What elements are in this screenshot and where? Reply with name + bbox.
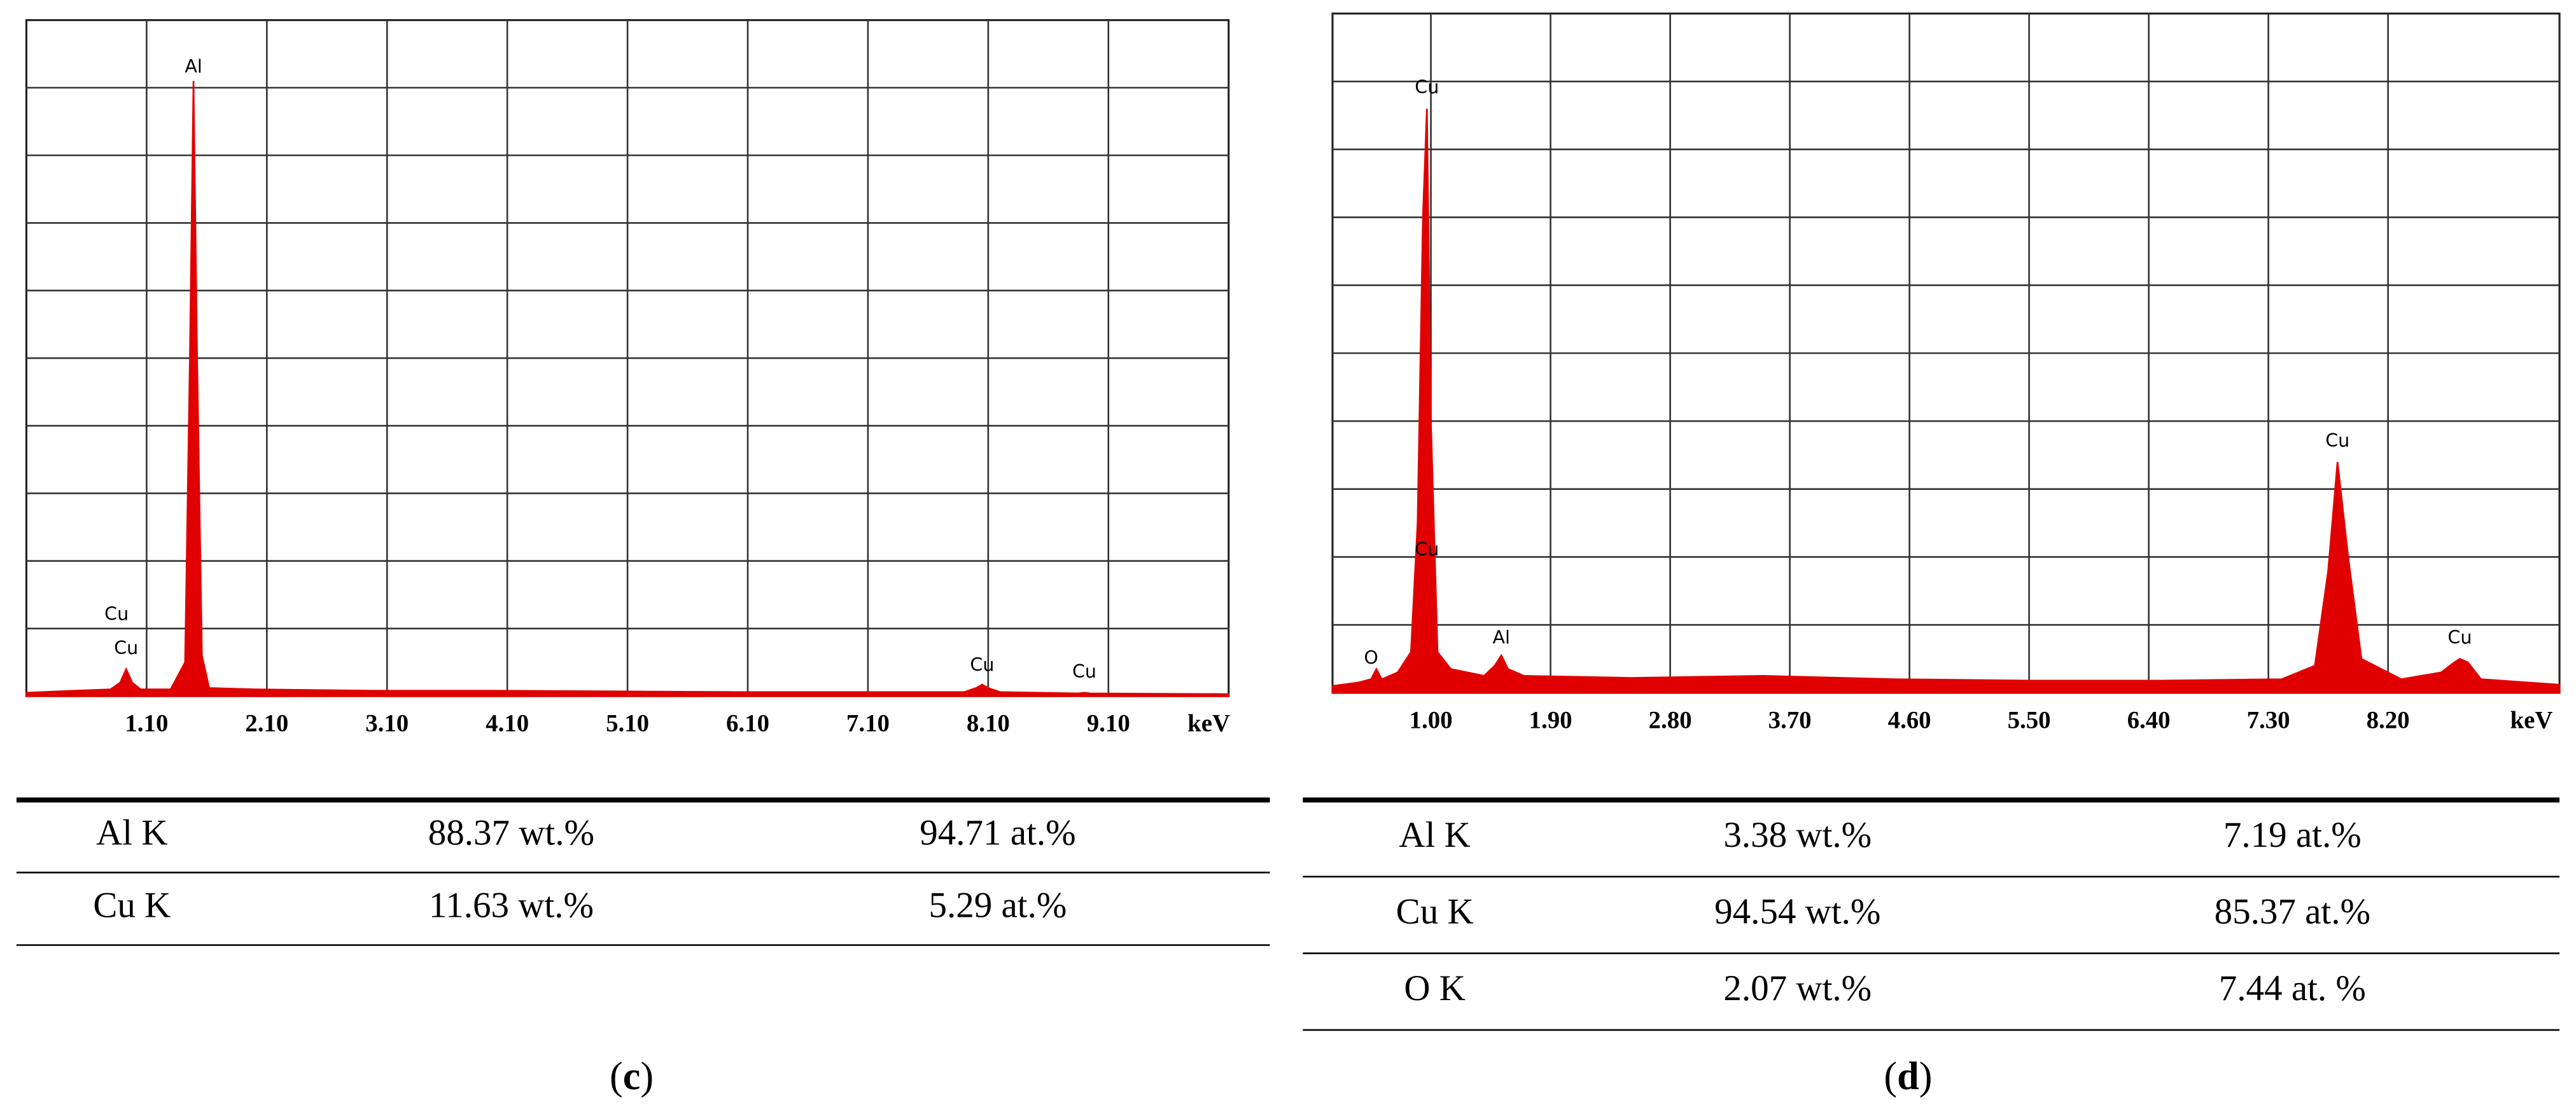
x-tick-label: 3.70 [1768, 707, 1812, 734]
caption-part: ) [1919, 1055, 1933, 1098]
x-tick-label: 1.10 [125, 710, 168, 737]
table-cell: Al K [1399, 815, 1470, 855]
x-tick-label: 7.30 [2247, 707, 2290, 734]
caption-part: ( [1884, 1055, 1897, 1098]
table-cell: 7.19 at.% [2223, 815, 2362, 855]
peak-label: Cu [1415, 77, 1439, 98]
table-cell: 3.38 wt.% [1723, 815, 1872, 855]
peak-label: Al [185, 56, 202, 77]
peak-label: Cu [104, 604, 129, 625]
table-cell: Cu K [93, 886, 171, 926]
x-axis-label: keV [1187, 710, 1230, 737]
table-cell: 85.37 at.% [2215, 891, 2370, 931]
peak-label: Cu [1072, 661, 1096, 682]
x-tick-label: 6.10 [726, 710, 769, 737]
x-tick-label: 8.20 [2367, 707, 2410, 734]
peak-label: Cu [970, 654, 994, 675]
spectrum [1331, 108, 2561, 694]
caption-part: c [623, 1055, 641, 1098]
x-tick-label: 3.10 [365, 710, 409, 737]
caption: (c) [610, 1055, 654, 1098]
peak-label: Cu [114, 637, 138, 658]
table-cell: Al K [96, 813, 167, 853]
table-cell: 5.29 at.% [928, 886, 1067, 926]
x-tick-label: 4.10 [486, 710, 529, 737]
x-tick-label: 4.60 [1888, 707, 1931, 734]
caption-part: ) [640, 1055, 654, 1098]
x-tick-label: 6.40 [2127, 707, 2171, 734]
table-cell: 2.07 wt.% [1723, 968, 1872, 1008]
peak-label: Al [1493, 627, 1510, 648]
x-tick-label: 2.10 [245, 710, 288, 737]
x-tick-label: 9.10 [1087, 710, 1130, 737]
peak-label: Cu [1415, 539, 1439, 560]
x-tick-label: 5.10 [606, 710, 649, 737]
x-tick-label: 7.10 [846, 710, 890, 737]
spectrum [25, 81, 1229, 697]
x-tick-label: 5.50 [2008, 707, 2051, 734]
x-tick-label: 1.00 [1410, 707, 1453, 734]
peak-label: O [1364, 648, 1378, 669]
table-cell: Cu K [1396, 891, 1474, 931]
peak-label: Cu [2325, 430, 2349, 451]
caption: (d) [1884, 1055, 1932, 1098]
x-tick-label: 1.90 [1529, 707, 1572, 734]
caption-part: d [1897, 1055, 1919, 1098]
table-cell: 11.63 wt.% [429, 886, 594, 926]
table-cell: 94.54 wt.% [1714, 891, 1880, 931]
x-tick-label: 8.10 [967, 710, 1010, 737]
x-tick-label: 2.80 [1649, 707, 1692, 734]
caption-part: ( [610, 1055, 623, 1098]
table-cell: 7.44 at. % [2219, 968, 2366, 1008]
table-cell: 88.37 wt.% [428, 813, 594, 853]
table-cell: O K [1404, 968, 1466, 1008]
x-axis-label: keV [2510, 707, 2553, 734]
table-cell: 94.71 at.% [920, 813, 1075, 853]
peak-label: Cu [2447, 627, 2472, 648]
